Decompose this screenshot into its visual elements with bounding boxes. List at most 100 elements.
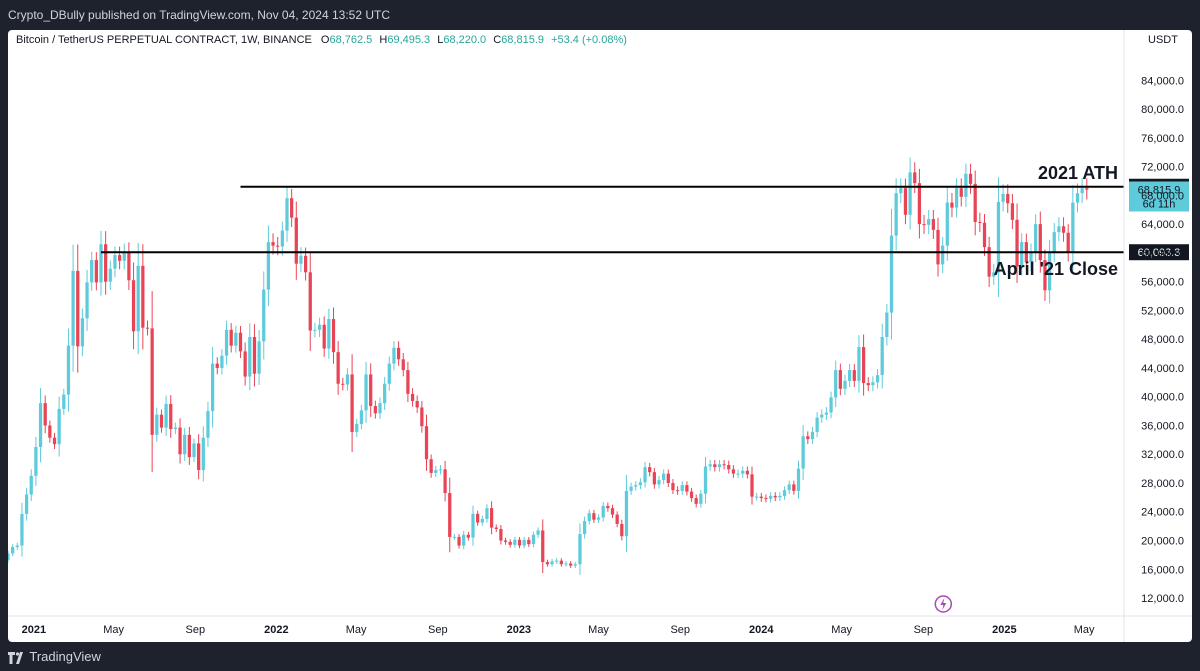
candle-body	[1085, 188, 1089, 190]
candle-body	[313, 329, 317, 331]
candle-body	[308, 272, 312, 331]
candle-body	[750, 474, 754, 497]
candle-body	[741, 470, 745, 474]
x-tick-label: 2023	[507, 624, 531, 636]
candle-body	[815, 417, 819, 432]
candle-body	[596, 517, 601, 520]
candle-body	[550, 561, 554, 565]
candle-body	[1071, 202, 1075, 253]
candle-body	[885, 312, 889, 338]
candle-body	[992, 272, 996, 277]
candle-body	[820, 414, 824, 418]
candle-body	[99, 244, 103, 283]
tradingview-logo[interactable]: TradingView	[8, 642, 101, 671]
y-tick-label: 72,000.0	[1141, 162, 1184, 174]
candle-body	[857, 347, 861, 381]
candle-body	[336, 352, 340, 384]
candle-body	[20, 513, 24, 546]
symbol-legend: Bitcoin / TetherUS PERPETUAL CONTRACT, 1…	[16, 34, 627, 46]
candle-body	[341, 383, 345, 385]
candle-body	[792, 484, 796, 491]
candle-body	[773, 495, 777, 498]
candle-body	[564, 563, 568, 565]
close-label: C	[493, 34, 502, 46]
candle-body	[108, 268, 112, 282]
tradingview-logo-icon	[8, 651, 23, 664]
candle-body	[987, 247, 991, 277]
chart-panel[interactable]: 2021 ATH69,198.7April '21 Close60,093.36…	[8, 30, 1192, 642]
countdown-text: 6d 11h	[1143, 199, 1176, 211]
candle-body	[66, 345, 71, 395]
y-tick-label: 52,000.0	[1141, 305, 1184, 317]
candle-body	[736, 473, 740, 475]
candle-body	[671, 482, 675, 491]
y-tick-label: 84,000.0	[1141, 75, 1184, 87]
candle-body	[968, 173, 973, 184]
candle-body	[662, 473, 666, 481]
candle-body	[401, 359, 405, 371]
candle-body	[24, 494, 29, 514]
x-tick-label: 2022	[264, 624, 288, 636]
candle-body	[829, 397, 833, 413]
candle-body	[727, 465, 731, 470]
candle-body	[615, 514, 619, 524]
candle-body	[127, 252, 131, 281]
candle-body	[759, 496, 763, 499]
candle-body	[601, 505, 605, 518]
candle-body	[406, 370, 410, 394]
candle-body	[699, 493, 703, 504]
candle-body	[573, 564, 577, 566]
candle-body	[15, 545, 19, 547]
candle-body	[131, 280, 136, 332]
candle-body	[666, 473, 670, 483]
x-tick-label: Sep	[428, 624, 448, 636]
candle-body	[383, 383, 387, 404]
candle-body	[471, 513, 475, 538]
lightning-icon	[934, 595, 953, 613]
open-label: O	[320, 34, 330, 46]
candle-body	[675, 490, 680, 492]
candle-body	[624, 490, 629, 537]
x-tick-label: May	[346, 624, 367, 636]
candle-body	[331, 319, 336, 353]
candle-body	[513, 539, 517, 545]
candle-body	[620, 523, 624, 537]
candle-body	[680, 485, 684, 491]
candle-body	[48, 425, 52, 438]
candle-body	[424, 426, 429, 460]
candle-body	[638, 482, 643, 486]
candle-body	[11, 546, 15, 554]
y-tick-label: 56,000.0	[1141, 277, 1184, 289]
candle-body	[169, 403, 173, 430]
candle-body	[1015, 219, 1019, 267]
candle-body	[703, 466, 708, 494]
y-tick-label: 12,000.0	[1141, 593, 1184, 605]
candle-body	[276, 245, 280, 247]
candle-body	[685, 485, 689, 492]
candle-body	[643, 467, 647, 483]
candle-body	[508, 541, 512, 545]
candle-layer	[8, 157, 1089, 575]
candle-body	[648, 467, 652, 473]
candle-body	[476, 513, 480, 523]
candle-body	[936, 229, 940, 265]
candle-body	[94, 260, 98, 283]
candle-body	[117, 255, 122, 261]
candle-body	[499, 528, 503, 541]
candle-body	[173, 427, 178, 430]
x-tick-label: Sep	[186, 624, 206, 636]
candle-body	[201, 437, 205, 471]
candle-body	[903, 188, 908, 215]
candle-body	[541, 530, 545, 563]
close-value: 68,815.9	[501, 34, 545, 46]
candle-body	[1038, 224, 1042, 261]
candle-body	[415, 401, 419, 408]
candle-body	[485, 508, 489, 519]
candle-body	[764, 498, 768, 500]
candle-body	[141, 265, 145, 328]
x-tick-label: May	[588, 624, 609, 636]
candle-body	[387, 363, 391, 384]
candle-body	[982, 222, 987, 248]
candlestick-chart[interactable]: 2021 ATH69,198.7April '21 Close60,093.36…	[8, 30, 1192, 642]
candle-body	[778, 495, 782, 498]
